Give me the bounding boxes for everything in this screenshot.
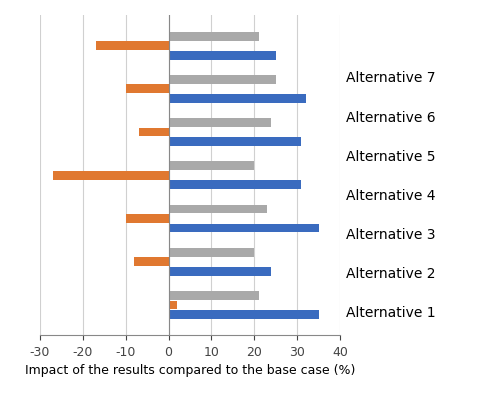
Bar <box>168 248 254 257</box>
Bar <box>168 291 258 300</box>
Bar <box>168 310 318 319</box>
Bar <box>168 205 267 214</box>
Text: Alternative 6: Alternative 6 <box>346 110 436 124</box>
Bar <box>168 138 302 146</box>
Bar <box>168 301 177 310</box>
Bar <box>53 171 168 180</box>
Text: Alternative 4: Alternative 4 <box>346 189 436 202</box>
Bar <box>134 258 168 266</box>
Text: Alternative 3: Alternative 3 <box>346 227 436 241</box>
Bar <box>96 42 168 51</box>
Bar <box>168 95 306 103</box>
Bar <box>168 224 318 233</box>
Bar <box>138 128 168 137</box>
Bar <box>168 52 276 61</box>
Text: Alternative 2: Alternative 2 <box>346 267 436 281</box>
Bar <box>168 33 258 41</box>
Text: Alternative 5: Alternative 5 <box>346 149 436 163</box>
Bar <box>168 267 272 276</box>
Bar <box>168 181 302 190</box>
Bar <box>168 119 272 128</box>
Text: Alternative 1: Alternative 1 <box>346 306 436 319</box>
Bar <box>168 76 276 85</box>
Bar <box>126 85 168 94</box>
Bar <box>126 215 168 223</box>
X-axis label: Impact of the results compared to the base case (%): Impact of the results compared to the ba… <box>25 364 355 377</box>
Text: Alternative 7: Alternative 7 <box>346 71 436 85</box>
Bar <box>168 162 254 171</box>
